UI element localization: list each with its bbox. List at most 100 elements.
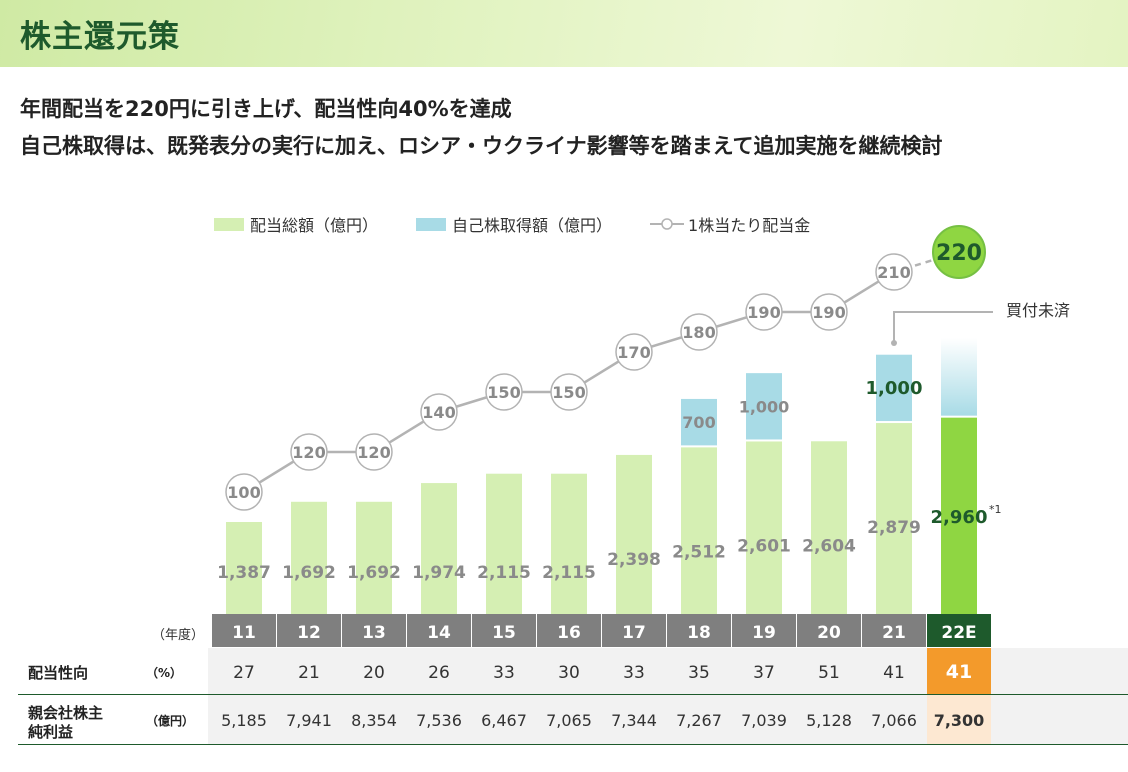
dividend-value-label: 2,115 [542,563,596,583]
year-label: 13 [362,623,386,643]
subtitle-dividend: 年間配当を220円に引き上げ、配当性向40%を達成 [20,97,512,121]
year-label: 16 [557,623,581,643]
dps-value-label: 190 [812,303,845,322]
buyback-value-label: 1,000 [739,397,790,416]
dividend-bar [681,447,717,614]
payout-ratio-value: 27 [233,663,255,683]
net-profit-value: 7,300 [934,711,985,730]
payout-ratio-value: 26 [428,663,450,683]
buyback-value-label: 1,000 [866,378,923,399]
dividend-bar [941,417,977,614]
year-header-cell [732,614,796,647]
dividend-value-label: 2,960 [931,507,988,528]
dps-value-label: 180 [682,323,715,342]
dps-value-label: 140 [422,403,455,422]
buyback-bar [876,354,912,422]
page-title: 株主還元策 [20,19,180,55]
payout-ratio-value: 41 [946,661,972,683]
dps-value-label: 170 [617,343,650,362]
year-label: 12 [297,623,321,643]
dps-value-label: 150 [487,383,520,402]
legend-dps-marker [650,218,685,230]
legend-buyback-label: 自己株取得額（億円） [452,216,613,235]
dividend-bar [811,441,847,614]
payout-ratio-value: 37 [753,663,775,683]
dps-marker [680,313,718,351]
dps-marker [420,393,458,431]
dps-value-label: 190 [747,303,780,322]
year-label: 11 [232,623,256,643]
dps-marker [615,333,653,371]
year-label: 22E [941,623,976,643]
net-profit-value: 6,467 [481,711,527,730]
header-banner: 株主還元策 [0,0,1128,67]
dividend-value-label: 2,512 [672,542,726,562]
year-header-cell [667,614,731,647]
dps-marker [875,253,913,291]
dividend-bar [486,473,522,614]
net-profit-unit: （億円） [146,714,195,728]
dividend-bar [421,483,457,614]
buyback-bar [681,398,717,446]
buyback-value-label: 700 [682,413,715,432]
dividend-bar [746,441,782,614]
dividend-value-label: 2,879 [867,518,921,538]
dps-marker [550,373,588,411]
payout-ratio-label: 配当性向 [28,664,89,682]
buyback-bar-planned [941,338,977,416]
payout-ratio-value: 21 [298,663,320,683]
payout-ratio-value: 33 [623,663,645,683]
dps-value-label: 100 [227,483,260,502]
dividend-value-label: 1,387 [217,563,271,583]
dps-marker [290,433,328,471]
net-profit-value: 7,344 [611,711,657,730]
year-label: 20 [817,623,841,643]
year-label: 17 [622,623,646,643]
dividend-bar [226,522,262,614]
legend-buyback: 自己株取得額（億円） [416,212,612,236]
unexecuted-label: 買付未済 [1006,301,1070,320]
net-profit-value: 7,066 [871,711,917,730]
year-label: 15 [492,623,516,643]
subtitle-buyback: 自己株取得は、既発表分の実行に加え、ロシア・ウクライナ影響等を踏まえて追加実施を… [20,134,943,158]
legend-dps-label: 1株当たり配当金 [688,216,811,235]
dividend-value-label: 1,692 [282,563,336,583]
year-label: （年度） [152,628,205,643]
dividend-value-label: 2,398 [607,550,661,570]
callout-dot [891,340,897,346]
payout-ratio-value: 33 [493,663,515,683]
year-header-cell [927,614,991,647]
legend-dividend-swatch [214,217,244,231]
payout-ratio-value: 41 [883,663,905,683]
dividend-value-label: 2,604 [802,536,856,556]
dividend-value-label: 1,692 [347,563,401,583]
year-header-cell [212,614,276,647]
dividend-bar [291,501,327,614]
dps-value-label: 210 [877,263,910,282]
year-header-cell [862,614,926,647]
buyback-bar [746,373,782,440]
net-profit-value: 5,185 [221,711,267,730]
dividend-bar [356,501,392,614]
dps-marker [932,225,986,279]
payout-ratio-value: 51 [818,663,840,683]
payout-ratio-value: 35 [688,663,710,683]
dps-marker [485,373,523,411]
dps-value-label: 120 [292,443,325,462]
chart-legend: 配当総額（億円） 自己株取得額（億円） 1株当たり配当金 [214,213,848,235]
net-profit-value: 7,536 [416,711,462,730]
dividend-value-label: 2,115 [477,563,531,583]
profit-forecast-cell [927,695,991,744]
dps-value-label: 150 [552,383,585,402]
table-label-area [0,648,208,744]
dps-marker [225,473,263,511]
legend-buyback-swatch [416,217,447,231]
callout-line [893,311,993,343]
footnote-marker: *1 [989,503,1002,516]
dividend-bar [551,473,587,614]
year-header-cell [602,614,666,647]
net-profit-value: 7,039 [741,711,787,730]
net-profit-value: 7,267 [676,711,722,730]
year-label: 14 [427,623,451,643]
dividend-value-label: 2,601 [737,536,791,556]
